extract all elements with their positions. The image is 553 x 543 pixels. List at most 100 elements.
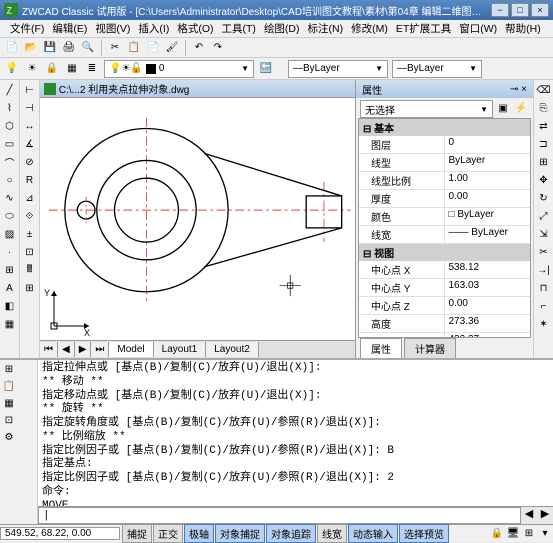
properties-grid[interactable]: ⊟ 基本图层0线型ByLayer线型比例1.00厚度0.00颜色□ ByLaye… [358, 118, 531, 338]
ct3-icon[interactable]: ▦ [1, 395, 17, 411]
tab-calculator[interactable]: 计算器 [404, 338, 456, 358]
menu-item[interactable]: 标注(N) [308, 21, 344, 36]
prop-val[interactable]: 273.36 [445, 315, 531, 332]
linetype-dropdown[interactable]: — ByLayer▼ [288, 60, 388, 78]
dim4-icon[interactable]: ∡ [22, 136, 38, 152]
dim2-icon[interactable]: ⊣ [22, 100, 38, 116]
prop-val[interactable]: 163.03 [445, 279, 531, 296]
prop-row[interactable]: 图层0 [359, 136, 530, 154]
redo-icon[interactable]: ↷ [210, 40, 226, 56]
fillet-icon[interactable]: ⌐ [536, 298, 552, 314]
prop-row[interactable]: 厚度0.00 [359, 190, 530, 208]
copy-icon[interactable]: 📋 [126, 40, 142, 56]
model-space[interactable]: X Y [40, 98, 355, 340]
ct1-icon[interactable]: ⊞ [1, 361, 17, 377]
sb-icon3[interactable]: ⊞ [521, 526, 537, 542]
menu-item[interactable]: 文件(F) [10, 21, 44, 36]
ct5-icon[interactable]: ⚙ [1, 429, 17, 445]
prop-close-icon[interactable]: × [521, 84, 527, 95]
stretch-icon[interactable]: ⇲ [536, 226, 552, 242]
menu-item[interactable]: 窗口(W) [459, 21, 497, 36]
layer-dropdown[interactable]: 💡☀🔓 0▼ [104, 60, 254, 78]
lock-icon[interactable]: 🔒 [44, 61, 60, 77]
polygon-icon[interactable]: ⬡ [2, 118, 18, 134]
tab-nav-prev[interactable]: ◀ [58, 342, 75, 357]
prop-row[interactable]: 中心点 Y163.03 [359, 279, 530, 297]
print-icon[interactable]: 🖨 [61, 40, 77, 56]
text-icon[interactable]: A [2, 280, 18, 296]
sb-icon2[interactable]: 🖥 [505, 526, 521, 542]
prop-row[interactable]: 颜色□ ByLayer [359, 208, 530, 226]
menu-item[interactable]: 编辑(E) [52, 21, 87, 36]
quicksel-icon[interactable]: ⚡ [513, 100, 529, 116]
status-toggle[interactable]: 正交 [153, 524, 183, 543]
prop-val[interactable]: 0.00 [445, 190, 531, 207]
close-button[interactable]: × [531, 3, 549, 17]
copy2-icon[interactable]: ⎘ [536, 100, 552, 116]
status-toggle[interactable]: 线宽 [317, 524, 347, 543]
menu-item[interactable]: 插入(I) [138, 21, 169, 36]
prop-val[interactable]: —— ByLayer [445, 226, 531, 243]
ct2-icon[interactable]: 📋 [1, 378, 17, 394]
tab-nav-next[interactable]: ▶ [75, 342, 92, 357]
trim-icon[interactable]: ✂ [536, 244, 552, 260]
prop-row[interactable]: 中心点 X538.12 [359, 261, 530, 279]
pickadd-icon[interactable]: ▣ [495, 100, 511, 116]
menu-item[interactable]: ET扩展工具 [396, 21, 451, 36]
prop-row[interactable]: 高度273.36 [359, 315, 530, 333]
prop-val[interactable]: 0 [445, 136, 531, 153]
rotate-icon[interactable]: ↻ [536, 190, 552, 206]
menu-item[interactable]: 格式(O) [177, 21, 213, 36]
cut-icon[interactable]: ✂ [107, 40, 123, 56]
save-icon[interactable]: 💾 [42, 40, 58, 56]
tab-properties[interactable]: 属性 [360, 338, 402, 358]
layer-icon[interactable]: ▦ [64, 61, 80, 77]
tab-nav-first[interactable]: ⏮ [40, 342, 58, 357]
calc-icon[interactable]: 🖩 [22, 262, 38, 278]
array-icon[interactable]: ⊞ [536, 154, 552, 170]
explode-icon[interactable]: ✶ [536, 316, 552, 332]
pline-icon[interactable]: ⌇ [2, 100, 18, 116]
status-toggle[interactable]: 对象捕捉 [215, 524, 265, 543]
status-toggle[interactable]: 选择预览 [399, 524, 449, 543]
dim10-icon[interactable]: ⊡ [22, 244, 38, 260]
status-toggle[interactable]: 动态输入 [348, 524, 398, 543]
mirror-icon[interactable]: ⇄ [536, 118, 552, 134]
tab-layout1[interactable]: Layout1 [154, 342, 207, 357]
prop-val[interactable]: ByLayer [445, 154, 531, 171]
menu-item[interactable]: 修改(M) [351, 21, 388, 36]
prop-val[interactable]: □ ByLayer [445, 208, 531, 225]
tab-model[interactable]: Model [109, 342, 153, 357]
table-icon[interactable]: ▦ [2, 316, 18, 332]
layer-prev-icon[interactable]: 🔙 [258, 61, 274, 77]
extend-icon[interactable]: →| [536, 262, 552, 278]
command-input[interactable] [38, 507, 521, 524]
selection-dropdown[interactable]: 无选择▼ [360, 100, 493, 118]
menu-item[interactable]: 工具(T) [222, 21, 256, 36]
status-toggle[interactable]: 对象追踪 [266, 524, 316, 543]
prop-row[interactable]: 线型比例1.00 [359, 172, 530, 190]
tab-layout2[interactable]: Layout2 [206, 342, 259, 357]
erase-icon[interactable]: ⌫ [536, 82, 552, 98]
sun-icon[interactable]: ☀ [24, 61, 40, 77]
offset-icon[interactable]: ⊐ [536, 136, 552, 152]
dim3-icon[interactable]: ↔ [22, 118, 38, 134]
dim8-icon[interactable]: ⟐ [22, 208, 38, 224]
dim5-icon[interactable]: ⊘ [22, 154, 38, 170]
open-icon[interactable]: 📂 [23, 40, 39, 56]
cmd-scroll-left[interactable]: ◀ [521, 507, 537, 524]
region-icon[interactable]: ◧ [2, 298, 18, 314]
lineweight-dropdown[interactable]: — ByLayer▼ [392, 60, 482, 78]
prop-pin-icon[interactable]: ⊸ [510, 84, 518, 95]
bulb-icon[interactable]: 💡 [4, 61, 20, 77]
spline-icon[interactable]: ∿ [2, 190, 18, 206]
move-icon[interactable]: ✥ [536, 172, 552, 188]
prop-category[interactable]: ⊟ 视图 [359, 244, 530, 261]
sb-icon1[interactable]: 🔒 [489, 526, 505, 542]
arc-icon[interactable]: ⌒ [2, 154, 18, 170]
sb-menu-icon[interactable]: ▾ [537, 526, 553, 542]
dim1-icon[interactable]: ⊢ [22, 82, 38, 98]
point-icon[interactable]: · [2, 244, 18, 260]
menu-item[interactable]: 帮助(H) [505, 21, 541, 36]
undo-icon[interactable]: ↶ [191, 40, 207, 56]
